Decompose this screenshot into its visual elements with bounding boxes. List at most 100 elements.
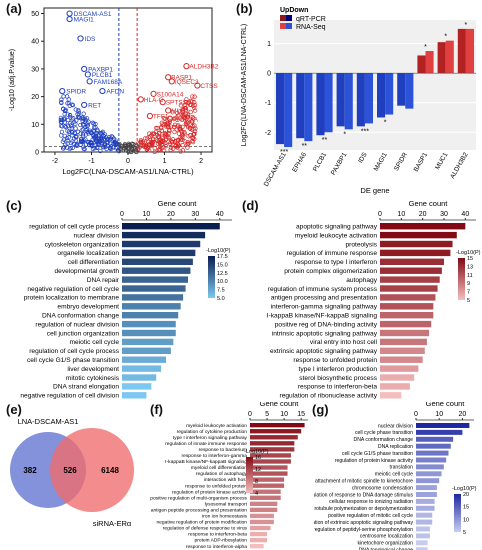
venn-circle-right bbox=[50, 428, 134, 512]
enrichment-bar bbox=[122, 223, 220, 230]
enrichment-bar bbox=[122, 312, 179, 319]
volcano-point bbox=[126, 141, 131, 146]
bar-qpcr bbox=[276, 73, 285, 145]
volcano-point bbox=[168, 147, 173, 153]
term-label: regulation of cytokine production bbox=[177, 429, 248, 435]
volcano-point bbox=[162, 116, 168, 122]
panel-label-a: (a) bbox=[6, 1, 22, 16]
enrichment-bar bbox=[250, 453, 291, 458]
volcano-point bbox=[113, 141, 119, 147]
annotated-point-up bbox=[166, 115, 174, 122]
volcano-point bbox=[66, 97, 71, 102]
volcano-point bbox=[191, 132, 196, 137]
volcano-point bbox=[157, 147, 162, 152]
term-label: kinetochore organization bbox=[357, 541, 413, 547]
enrichment-bar bbox=[416, 505, 435, 511]
enrichment-bar bbox=[122, 374, 157, 381]
volcano-point bbox=[65, 112, 70, 117]
volcano-point bbox=[59, 119, 64, 125]
volcano-point bbox=[81, 144, 86, 150]
enrichment-bar bbox=[416, 423, 470, 428]
x-tick-label: EPHA6 bbox=[291, 151, 308, 173]
volcano-point bbox=[137, 145, 142, 150]
legend-tick-label: 12.5 bbox=[217, 271, 228, 277]
enrichment-bar bbox=[122, 347, 171, 355]
annotation-label-up: SPTSSB bbox=[166, 100, 192, 107]
volcano-point bbox=[162, 130, 168, 136]
term-label: regulation of immune system process bbox=[268, 286, 378, 293]
volcano-point bbox=[175, 110, 180, 116]
volcano-point bbox=[164, 134, 169, 139]
bar-rnaseq bbox=[364, 73, 373, 124]
term-label: meiotic cell cycle bbox=[70, 339, 120, 346]
x-tick-label: 40 bbox=[216, 211, 224, 218]
enrichment-bar bbox=[122, 303, 181, 310]
venn-right-label: siRNA-ERα bbox=[93, 519, 132, 528]
enrichment-bar bbox=[416, 464, 444, 470]
term-label: DNA repair bbox=[87, 277, 120, 284]
volcano-point bbox=[62, 133, 68, 139]
enrichment-bar bbox=[122, 365, 162, 372]
volcano-point bbox=[143, 141, 148, 146]
legend-tick-label: 15 bbox=[467, 256, 473, 262]
volcano-point bbox=[191, 116, 196, 121]
enrichment-bar bbox=[250, 489, 281, 494]
enrichment-bar bbox=[416, 429, 463, 435]
legend-title: -Log10(P) bbox=[452, 486, 477, 492]
volcano-point bbox=[192, 94, 197, 99]
term-label: negative regulation of protein modificat… bbox=[156, 520, 247, 526]
enrichment-bar bbox=[416, 492, 437, 497]
x-tick-label: 2 bbox=[199, 158, 203, 165]
legend-tick-label: 15 bbox=[463, 505, 469, 511]
x-tick-label: 20 bbox=[419, 211, 427, 218]
color-legend-bar bbox=[246, 457, 253, 493]
enrichment-bar bbox=[250, 423, 305, 428]
panel-label-f: (f) bbox=[150, 402, 163, 417]
volcano-point bbox=[190, 94, 195, 99]
x-tick-label: IDS bbox=[357, 151, 369, 164]
volcano-point bbox=[150, 142, 155, 147]
bar-rnaseq bbox=[445, 40, 454, 74]
enrichment-bar bbox=[380, 303, 434, 310]
volcano-point bbox=[171, 124, 177, 130]
annotated-point-down bbox=[84, 71, 91, 78]
legend-swatch-rnaseq-up bbox=[280, 23, 286, 29]
annotated-point-up bbox=[183, 63, 190, 70]
volcano-point bbox=[138, 139, 144, 144]
volcano-point bbox=[122, 143, 127, 148]
volcano-point bbox=[181, 106, 186, 112]
annotation-label-down: RET bbox=[88, 102, 101, 109]
legend-tick-label: 7.5 bbox=[217, 288, 225, 294]
color-legend-bar bbox=[208, 256, 215, 298]
bar-rnaseq bbox=[465, 28, 474, 74]
volcano-point bbox=[185, 115, 190, 120]
x-axis-label: DE gene bbox=[360, 186, 389, 195]
volcano-point bbox=[163, 144, 169, 149]
legend-swatch-qpcr-down bbox=[286, 15, 292, 21]
enrichment-bar bbox=[250, 525, 271, 531]
volcano-point bbox=[154, 125, 159, 131]
x-tick-label: 0 bbox=[248, 411, 252, 418]
enrichment-bar bbox=[380, 374, 415, 381]
volcano-point bbox=[58, 133, 64, 138]
legend-tick-label: 5 bbox=[463, 530, 466, 536]
volcano-point bbox=[159, 124, 164, 130]
venn-overlap-count: 526 bbox=[63, 466, 77, 475]
volcano-point bbox=[98, 148, 103, 154]
term-label: regulation of defense response to virus bbox=[163, 526, 248, 532]
annotated-point-up bbox=[150, 90, 157, 97]
legend-tick-label: 15.0 bbox=[217, 262, 228, 268]
enrichment-bar bbox=[250, 519, 274, 525]
volcano-point bbox=[145, 146, 151, 151]
term-label: microtubule polymerization or depolymeri… bbox=[314, 506, 413, 512]
legend-tick-label: 13 bbox=[467, 264, 473, 270]
enrichment-bar bbox=[122, 285, 186, 292]
term-label: mitotic cytokinesis bbox=[66, 375, 120, 382]
enrichment-bar bbox=[122, 231, 206, 239]
volcano-point bbox=[118, 148, 123, 153]
annotation-label-up: HLA-C bbox=[144, 97, 164, 104]
annotated-point-down bbox=[81, 65, 88, 73]
panel-label-d: (d) bbox=[242, 198, 259, 213]
bar-qpcr bbox=[437, 42, 446, 74]
term-label: lysosomal transport bbox=[205, 501, 248, 507]
